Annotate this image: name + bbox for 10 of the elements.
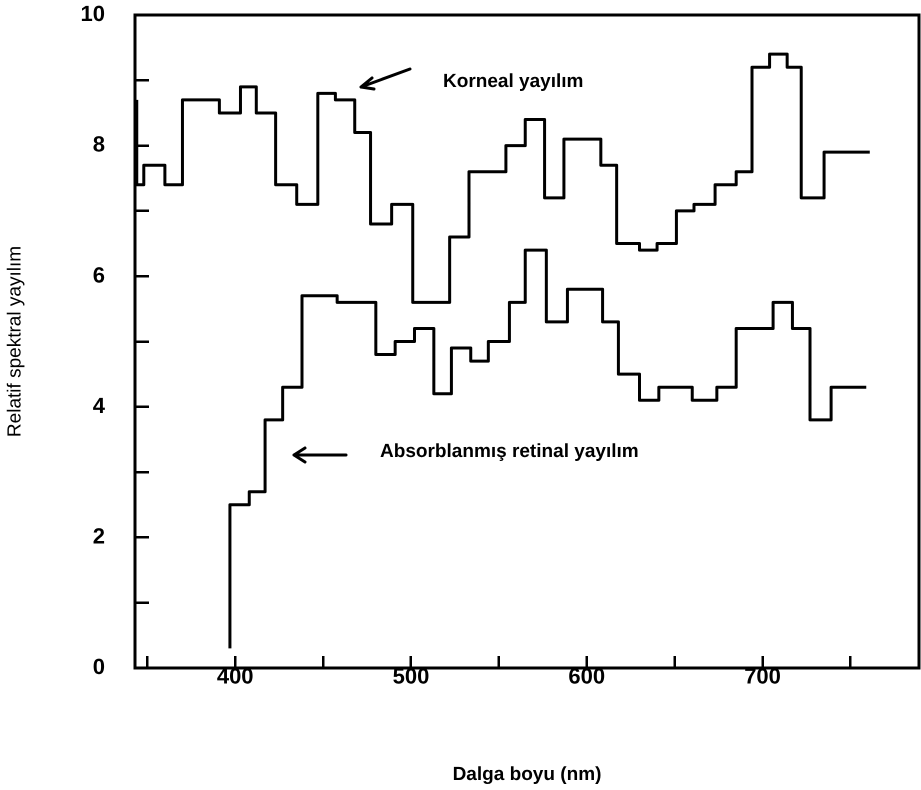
y-tick-label: 10	[80, 1, 105, 26]
y-tick-label: 8	[92, 132, 105, 157]
y-tick-label: 2	[92, 523, 105, 548]
annotation: Korneal yayılım	[443, 71, 584, 92]
y-tick-label: 0	[92, 654, 105, 680]
y-tick-label: 4	[92, 392, 106, 418]
x-axis-title: Dalga boyu (nm)	[452, 764, 602, 785]
annotation: Absorblanmış retinal yayılım	[380, 441, 639, 462]
y-axis-title: Relatif spektral yayılım	[4, 246, 26, 438]
y-tick-label: 6	[92, 262, 105, 288]
